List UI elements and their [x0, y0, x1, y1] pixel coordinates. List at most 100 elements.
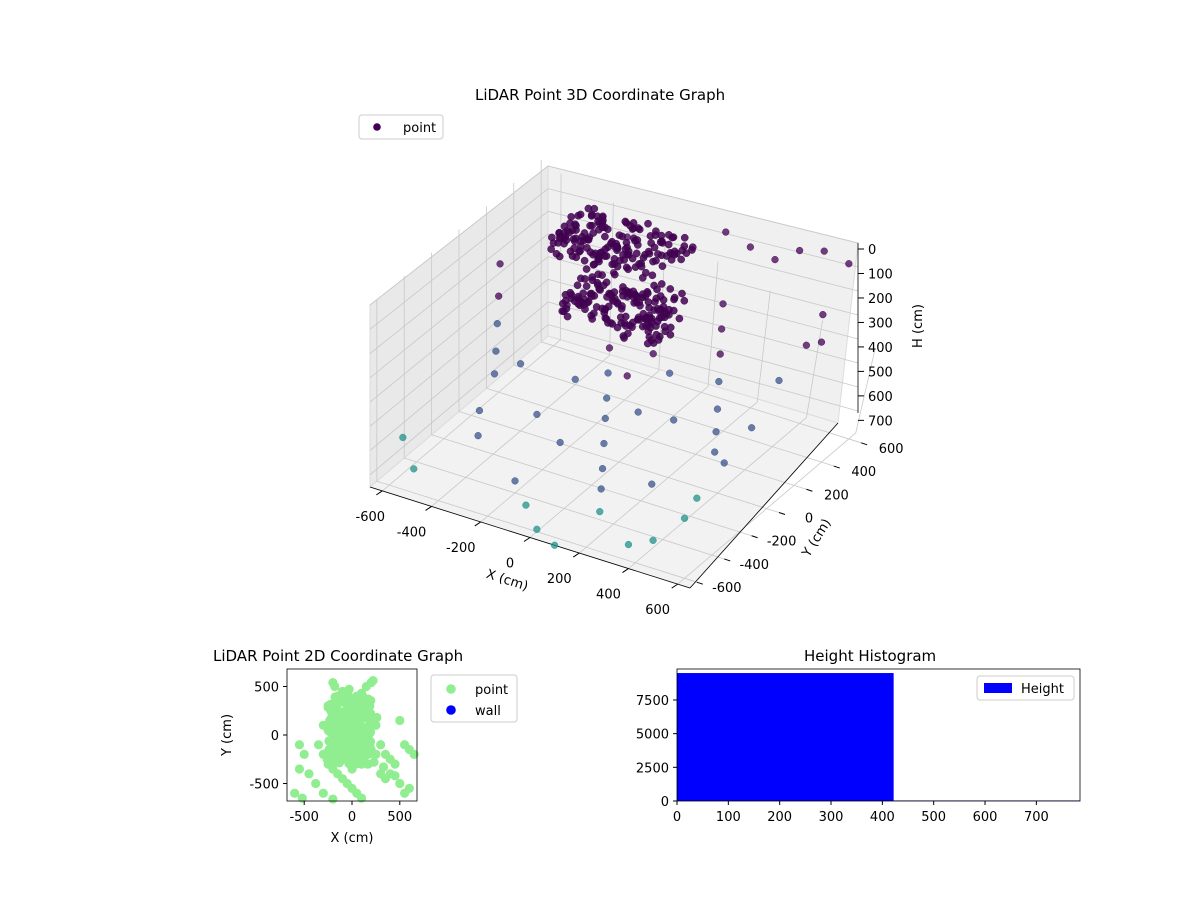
data-point-3d: [522, 501, 530, 509]
grid-line-y: [541, 341, 862, 444]
z-tick-label: 700: [868, 414, 893, 429]
y-tick: [778, 512, 786, 515]
data-point-3d: [474, 432, 482, 440]
data-point-2d-dense: [353, 706, 363, 716]
data-point-3d-cluster: [633, 236, 642, 244]
data-point-3d-cluster: [600, 252, 609, 260]
x-tick-label-histogram: 500: [921, 810, 946, 825]
data-point-3d: [722, 228, 730, 236]
legend-2d-marker: [446, 705, 456, 715]
z-tick-label: 200: [868, 292, 893, 307]
x-tick-label-histogram: 100: [716, 810, 741, 825]
data-point-2d-dense: [326, 755, 336, 765]
y-tick: [751, 535, 758, 539]
y-tick-label-2d: 500: [254, 680, 279, 695]
grid-line-y: [486, 387, 807, 490]
data-point-3d-cluster: [655, 307, 664, 316]
data-point-3d-cluster: [580, 229, 589, 237]
z-tick-label: 400: [868, 341, 893, 356]
data-point-3d-cluster: [598, 304, 607, 313]
data-point-2d: [376, 740, 386, 750]
data-point-3d-cluster: [582, 282, 591, 290]
data-point-3d-cluster: [582, 265, 591, 273]
data-point-2d-dense: [360, 704, 370, 714]
y-tick-label: 400: [851, 465, 876, 480]
grid-line-x: [628, 417, 807, 569]
data-point-2d-dense: [329, 699, 340, 710]
data-point-3d: [556, 438, 564, 447]
data-point-3d-cluster: [590, 309, 598, 318]
legend-2d-label: point: [475, 683, 508, 698]
data-point-3d-cluster: [562, 236, 571, 245]
chart-title-histogram: Height Histogram: [804, 647, 937, 665]
data-point-3d-cluster: [613, 242, 622, 251]
data-point-3d: [820, 247, 828, 255]
data-point-3d-cluster: [610, 255, 619, 263]
x-tick-label: -400: [397, 525, 427, 540]
data-point-2d: [311, 778, 321, 789]
data-point-3d: [492, 347, 500, 355]
data-point-3d: [475, 406, 484, 415]
data-point-3d-cluster: [563, 312, 572, 321]
data-point-3d-cluster: [604, 302, 613, 311]
data-point-3d: [610, 269, 618, 277]
data-point-3d-cluster: [654, 250, 662, 258]
x-tick: [425, 506, 432, 511]
y-tick-label-2d: 0: [271, 729, 279, 744]
data-point-2d-dense: [358, 692, 368, 702]
y-tick-label: -600: [712, 581, 742, 596]
legend-3d: [358, 114, 444, 140]
data-point-3d-cluster: [576, 210, 585, 219]
data-point-3d-cluster: [665, 231, 673, 239]
data-point-2d: [356, 793, 367, 803]
data-point-3d: [596, 508, 604, 516]
data-point-3d: [604, 369, 612, 377]
x-tick-label-histogram: 0: [673, 810, 681, 825]
data-point-2d: [395, 715, 405, 726]
grid-line-x-back: [806, 320, 824, 418]
legend-2d-label: wall: [475, 704, 501, 719]
y-tick-label: 0: [805, 512, 813, 527]
data-point-2d-dense: [328, 719, 338, 730]
y-tick-label: -200: [767, 535, 797, 550]
data-point-3d-cluster: [558, 307, 567, 315]
data-point-3d-cluster: [601, 245, 610, 253]
grid-line-h: [369, 210, 859, 354]
data-point-3d-cluster: [619, 251, 627, 259]
data-point-3d: [634, 408, 642, 416]
data-point-2d-dense: [330, 692, 340, 702]
data-point-3d: [775, 376, 783, 385]
data-point-3d-cluster: [601, 232, 609, 241]
y-tick: [833, 465, 840, 469]
grid-line-h: [369, 324, 859, 476]
data-point-3d-cluster: [580, 256, 589, 265]
data-point-3d-cluster: [598, 271, 606, 279]
data-point-3d-cluster: [573, 281, 582, 290]
y-tick: [724, 558, 731, 562]
data-point-3d-cluster: [548, 233, 556, 242]
data-point-2d: [318, 788, 328, 798]
data-point-3d-cluster: [596, 286, 604, 294]
data-point-3d: [399, 433, 407, 442]
data-point-3d: [719, 300, 727, 308]
y-axis: [689, 422, 839, 589]
z-tick-label: 300: [868, 316, 893, 331]
y-tick: [806, 488, 813, 492]
legend-2d-marker: [446, 684, 456, 694]
data-point-3d-cluster: [656, 292, 665, 300]
data-point-3d: [410, 465, 418, 473]
data-point-2d: [294, 764, 305, 774]
data-point-2d: [304, 769, 314, 779]
data-point-2d-dense: [347, 696, 357, 706]
x-tick-label-histogram: 400: [870, 810, 895, 825]
data-point-3d: [493, 320, 501, 328]
data-point-3d-cluster: [677, 255, 685, 264]
data-point-3d: [713, 405, 722, 413]
data-point-2d-dense: [329, 748, 339, 758]
data-point-3d-cluster: [613, 323, 622, 332]
data-point-3d-cluster: [666, 285, 675, 293]
data-point-3d: [718, 325, 726, 333]
data-point-3d: [666, 369, 674, 377]
data-point-2d: [404, 783, 414, 793]
data-point-3d-cluster: [586, 221, 594, 230]
